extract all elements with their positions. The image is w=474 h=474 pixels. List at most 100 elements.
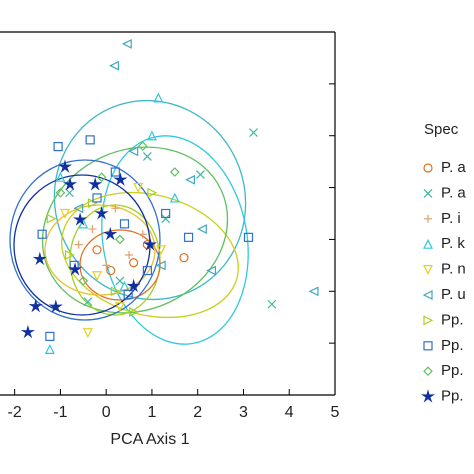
point — [143, 237, 158, 251]
point — [88, 225, 97, 234]
point — [73, 203, 84, 214]
point — [156, 245, 167, 256]
point — [62, 177, 78, 191]
point — [267, 299, 277, 309]
ellipse — [44, 204, 156, 296]
legend-marker — [422, 290, 433, 300]
x-tick-label: 2 — [193, 404, 202, 421]
point — [113, 172, 128, 186]
ellipse — [41, 146, 229, 314]
point — [73, 212, 88, 226]
point — [137, 141, 148, 151]
legend-marker — [424, 214, 432, 223]
x-tick-label: 5 — [331, 404, 340, 421]
point — [102, 261, 111, 270]
x-tick-label: 1 — [147, 404, 156, 421]
legend-text: P. a — [441, 159, 466, 176]
point — [129, 258, 139, 268]
point — [88, 177, 103, 191]
point — [44, 344, 55, 354]
point — [46, 213, 57, 224]
point — [48, 299, 63, 313]
legend-title: Spec — [424, 121, 459, 138]
point — [60, 208, 70, 219]
x-tick-label: 0 — [102, 404, 111, 421]
point — [161, 214, 171, 224]
point — [115, 234, 125, 245]
point — [110, 167, 120, 177]
point — [85, 135, 95, 145]
point — [114, 302, 125, 313]
point — [126, 278, 141, 293]
point — [103, 226, 118, 241]
point — [74, 240, 83, 249]
point — [110, 286, 121, 297]
point — [37, 229, 47, 239]
legend-marker — [423, 315, 434, 326]
point — [169, 167, 180, 177]
ellipse — [79, 229, 161, 301]
legend-text: Pp. — [441, 388, 464, 405]
legend-text: P. k — [441, 235, 465, 252]
point — [129, 307, 139, 317]
point — [128, 146, 139, 157]
point — [55, 187, 66, 198]
points — [20, 38, 319, 354]
point — [146, 130, 157, 141]
x-axis-title: PCA Axis 1 — [110, 431, 189, 448]
point — [111, 204, 120, 213]
point — [153, 92, 164, 103]
legend-marker — [420, 389, 436, 403]
point — [64, 250, 75, 260]
point — [249, 128, 258, 138]
point — [142, 152, 152, 161]
point — [147, 187, 158, 198]
point — [142, 265, 152, 276]
point — [45, 331, 55, 342]
point — [196, 170, 205, 180]
point — [28, 298, 43, 313]
point — [196, 224, 207, 235]
point — [82, 328, 93, 339]
point — [78, 218, 89, 229]
point — [123, 289, 133, 299]
legend-marker — [423, 341, 433, 351]
legend-text: P. n — [441, 261, 466, 278]
point — [92, 193, 102, 203]
legend-text: Pp. — [441, 311, 464, 328]
ellipse — [101, 135, 249, 345]
point — [92, 271, 102, 282]
legend-marker — [423, 163, 433, 173]
point — [109, 60, 120, 71]
point — [125, 250, 134, 259]
point — [57, 159, 73, 173]
legend-text: P. i — [441, 210, 461, 227]
point — [32, 251, 47, 266]
point — [308, 286, 319, 297]
x-tick-label: 3 — [239, 404, 248, 421]
ellipse — [9, 159, 161, 321]
legend-marker — [423, 238, 433, 249]
point — [106, 265, 116, 276]
x-tick-label: -2 — [8, 404, 22, 421]
point — [169, 192, 180, 203]
point — [20, 324, 35, 339]
point — [78, 276, 89, 286]
point — [206, 265, 217, 276]
ellipses — [9, 99, 249, 345]
point — [53, 142, 63, 152]
point — [96, 172, 107, 183]
legend-text: P. u — [441, 286, 466, 303]
point — [68, 262, 83, 276]
point — [65, 188, 74, 198]
point — [185, 174, 195, 185]
point — [161, 208, 171, 219]
point — [183, 232, 194, 242]
point — [138, 230, 147, 239]
legend-marker — [423, 188, 433, 198]
point — [179, 252, 189, 263]
point — [155, 260, 166, 271]
point — [92, 245, 102, 255]
legend-text: Pp. — [441, 337, 464, 354]
